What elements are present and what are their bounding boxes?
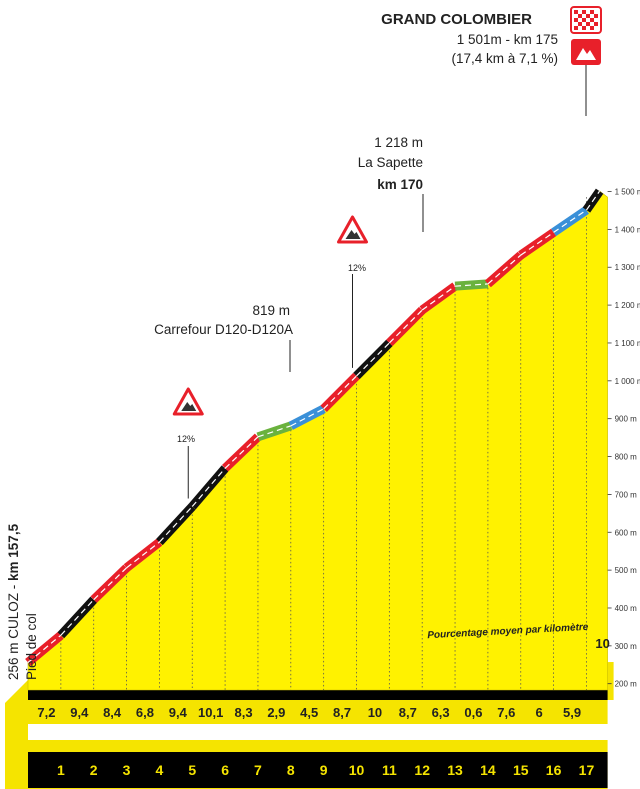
- grade-label: 0,6: [464, 705, 482, 720]
- segment-centerline: [520, 231, 554, 256]
- grade-label: 9,4: [169, 705, 188, 720]
- waypoint-elevation: 819 m: [252, 303, 290, 318]
- y-tick-label: 400 m: [615, 604, 638, 613]
- grade-label: 7,6: [497, 705, 515, 720]
- chart-base-side: [5, 680, 28, 789]
- segment-centerline: [487, 254, 522, 285]
- dotted-gridlines: [60, 197, 587, 690]
- chart-base-layer: [5, 662, 614, 789]
- start-label-km: km 157,5: [6, 523, 21, 581]
- summit-elevation-km: 1 501m - km 175: [457, 32, 558, 47]
- y-tick-label: 500 m: [615, 566, 638, 575]
- grade-label: 9,4: [70, 705, 89, 720]
- y-tick-label: 1 500 m: [615, 188, 640, 197]
- mountain-category-icon: [571, 39, 601, 65]
- start-label: 256 m CULOZ - km 157,5: [6, 523, 21, 680]
- waypoint-name: La Sapette: [358, 155, 423, 170]
- y-tick-label: 1 000 m: [615, 377, 640, 386]
- summit-climb-stats: (17,4 km à 7,1 %): [451, 51, 558, 66]
- grade-label: 6,3: [432, 705, 450, 720]
- grade-label-band: [28, 700, 608, 724]
- grade-label: 8,4: [103, 705, 122, 720]
- grade-label: 10: [595, 636, 609, 651]
- waypoint-km: km 170: [377, 177, 423, 192]
- y-axis-ticks: 200 m 300 m 400 m 500 m 600 m 700 m 800 m 900 m…: [607, 188, 640, 689]
- waypoint-elevation: 1 218 m: [374, 135, 423, 150]
- y-tick-label: 700 m: [615, 490, 638, 499]
- km-tick-label: 3: [123, 762, 131, 778]
- waypoint-name: Carrefour D120-D120A: [154, 322, 293, 337]
- y-tick-label: 800 m: [615, 453, 638, 462]
- y-tick-label: 1 300 m: [615, 263, 640, 272]
- km-tick-label: 12: [414, 762, 430, 778]
- y-tick-label: 600 m: [615, 528, 638, 537]
- grade-label: 6: [536, 705, 543, 720]
- y-tick-label: 1 100 m: [615, 339, 640, 348]
- segment-centerline: [388, 309, 423, 344]
- km-tick-label: 15: [513, 762, 529, 778]
- km-tick-label: 13: [447, 762, 463, 778]
- y-tick-label: 200 m: [615, 680, 638, 689]
- max-gradient-label: 12%: [177, 434, 195, 444]
- max-gradient-warning-icon: [172, 387, 204, 416]
- grade-label: 2,9: [267, 705, 285, 720]
- segment-centerline: [60, 599, 95, 636]
- km-tick-label: 4: [156, 762, 164, 778]
- y-tick-label: 900 m: [615, 415, 638, 424]
- max-gradient-label: 12%: [348, 263, 366, 273]
- start-label-prefix: 256 m CULOZ -: [6, 581, 21, 680]
- km-tick-label: 7: [254, 762, 262, 778]
- grade-label: 8,7: [399, 705, 417, 720]
- segment-centerline: [158, 506, 193, 543]
- segment-centerline: [553, 209, 587, 233]
- grade-label: 8,3: [234, 705, 252, 720]
- segment-centerline: [126, 541, 160, 569]
- segment-centerline: [323, 375, 357, 410]
- segment-centerline: [455, 283, 488, 287]
- km-tick-label: 1: [57, 762, 65, 778]
- segment-centerline: [585, 190, 601, 211]
- grade-label: 4,5: [300, 705, 318, 720]
- chart-text-layer: 7,2 9,4 8,4 6,8 9,4 10,1 8,3 2,9 4,5 8,7 10 8,7 6,3 0…: [37, 215, 610, 778]
- km-tick-label: 2: [90, 762, 98, 778]
- km-tick-label: 17: [579, 762, 595, 778]
- grade-label: 8,7: [333, 705, 351, 720]
- grade-label: 7,2: [37, 705, 55, 720]
- start-label-group: 256 m CULOZ - km 157,5 Pied de col: [6, 523, 39, 680]
- km-tick-label: 6: [221, 762, 229, 778]
- segment-centerline: [356, 342, 390, 377]
- segment-centerline: [27, 634, 62, 663]
- km-tick-label: 16: [546, 762, 562, 778]
- km-tick-label: 14: [480, 762, 496, 778]
- y-tick-label: 300 m: [615, 642, 638, 651]
- km-band: [28, 752, 608, 788]
- grade-label: 10,1: [198, 705, 223, 720]
- segment-centerline: [224, 436, 259, 469]
- start-label-sub: Pied de col: [24, 613, 39, 680]
- y-tick-label: 1 200 m: [615, 301, 640, 310]
- gradient-colored-profile-line: [25, 188, 604, 666]
- km-tick-label: 11: [382, 762, 397, 778]
- grade-label: 6,8: [136, 705, 154, 720]
- km-band-top: [28, 690, 608, 700]
- max-gradient-warning-icon: [337, 215, 368, 244]
- grade-label: 5,9: [563, 705, 581, 720]
- km-tick-label: 8: [287, 762, 295, 778]
- segment-centerline: [93, 567, 127, 601]
- segment-centerline: [421, 285, 456, 311]
- segment-centerline: [191, 467, 226, 507]
- summit-name: GRAND COLOMBIER: [381, 11, 532, 28]
- segment-centerline: [290, 408, 324, 427]
- km-tick-label: 5: [188, 762, 196, 778]
- segment-centerline: [257, 425, 291, 438]
- grade-label: 10: [368, 705, 382, 720]
- km-tick-label: 9: [320, 762, 328, 778]
- summit-checkered-flag-icon: [570, 6, 602, 34]
- km-tick-label: 10: [349, 762, 365, 778]
- y-tick-label: 1 400 m: [615, 225, 640, 234]
